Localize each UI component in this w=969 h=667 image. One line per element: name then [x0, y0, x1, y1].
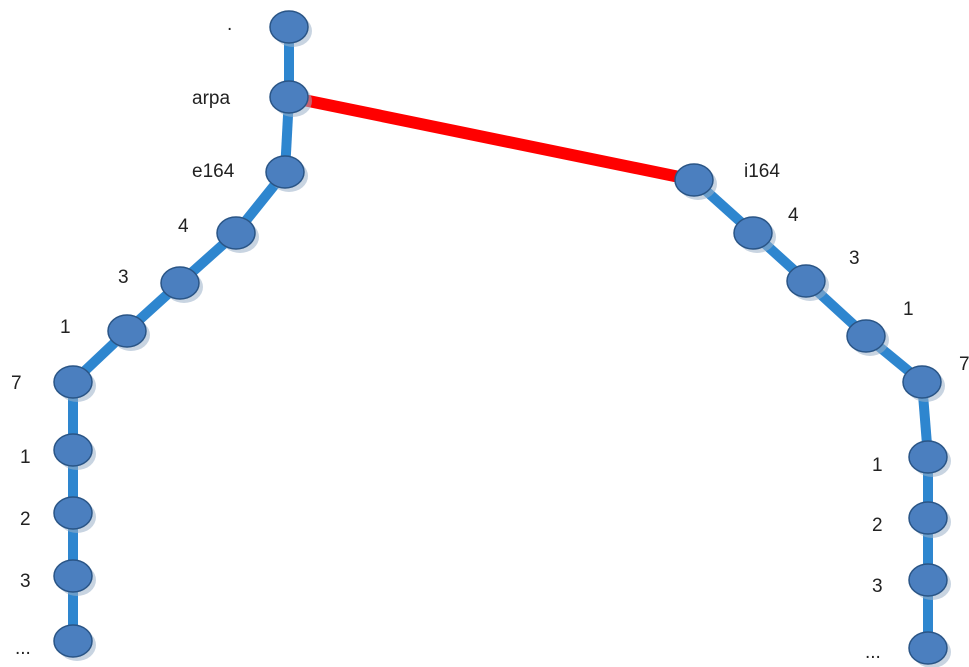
label-left-3b: 3 [20, 571, 31, 592]
label-left-dots: ... [15, 638, 31, 659]
node-circle [269, 80, 309, 114]
node-r_4 [733, 216, 776, 253]
label-i164: i164 [744, 161, 780, 182]
node-circle [908, 631, 948, 665]
node-i164 [674, 163, 717, 200]
label-root: . [227, 14, 232, 35]
node-circle [53, 433, 93, 467]
node-r_1b [908, 440, 951, 477]
node-circle [269, 10, 309, 44]
node-circle [53, 365, 93, 399]
node-circle [908, 501, 948, 535]
labels-layer: . arpa e164 i164 4 3 1 7 1 2 3 ... 4 3 1… [11, 14, 969, 663]
node-circle [53, 496, 93, 530]
label-left-1b: 1 [20, 447, 31, 468]
node-circle [265, 155, 305, 189]
node-circle [674, 163, 714, 197]
label-right-2: 2 [872, 515, 883, 536]
node-e164 [265, 155, 308, 192]
label-left-2: 2 [20, 509, 31, 530]
node-r_3 [786, 264, 829, 301]
label-right-1b: 1 [872, 455, 883, 476]
node-l_2 [53, 496, 96, 533]
label-right-1: 1 [903, 299, 914, 320]
label-arpa: arpa [192, 88, 230, 109]
node-l_1 [107, 314, 150, 351]
label-left-1: 1 [60, 317, 71, 338]
node-circle [786, 264, 826, 298]
node-circle [902, 365, 942, 399]
node-l_dots [53, 624, 96, 661]
node-circle [908, 563, 948, 597]
node-root [269, 10, 312, 47]
node-l_4 [216, 216, 259, 253]
node-l_3b [53, 559, 96, 596]
node-r_dots [908, 631, 951, 667]
node-r_7 [902, 365, 945, 402]
label-e164: e164 [192, 161, 235, 182]
label-left-3: 3 [118, 267, 129, 288]
node-circle [216, 216, 256, 250]
label-right-4: 4 [788, 205, 799, 226]
node-circle [107, 314, 147, 348]
node-l_3 [160, 266, 203, 303]
node-r_2 [908, 501, 951, 538]
label-right-3: 3 [849, 248, 860, 269]
node-circle [846, 319, 886, 353]
node-circle [53, 559, 93, 593]
label-left-7: 7 [11, 373, 22, 394]
node-r_1 [846, 319, 889, 356]
label-right-3b: 3 [872, 576, 883, 597]
node-arpa [269, 80, 312, 117]
nodes-layer [53, 10, 951, 667]
label-right-7: 7 [959, 354, 969, 375]
node-l_7 [53, 365, 96, 402]
node-circle [160, 266, 200, 300]
label-right-dots: ... [865, 642, 881, 663]
node-circle [733, 216, 773, 250]
node-l_1b [53, 433, 96, 470]
highlighted-edge-arpa-i164 [287, 91, 696, 186]
node-circle [908, 440, 948, 474]
label-left-4: 4 [178, 216, 189, 237]
node-circle [53, 624, 93, 658]
edges-layer [68, 27, 933, 648]
node-r_3b [908, 563, 951, 600]
